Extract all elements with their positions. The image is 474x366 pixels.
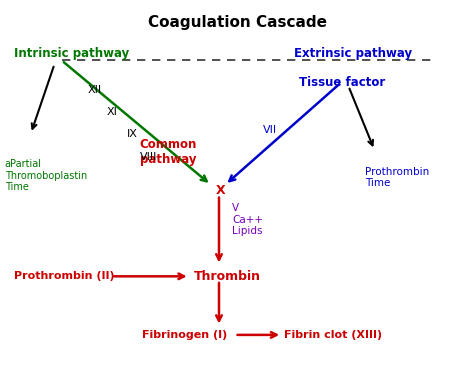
Text: XI: XI (107, 107, 118, 117)
Text: Prothrombin
Time: Prothrombin Time (365, 167, 429, 188)
Text: Common
pathway: Common pathway (139, 138, 197, 166)
Text: Thrombin: Thrombin (194, 270, 261, 283)
Text: VII: VII (263, 125, 277, 135)
Text: V
Ca++
Lipids: V Ca++ Lipids (232, 203, 263, 236)
Text: Fibrin clot (XIII): Fibrin clot (XIII) (284, 330, 383, 340)
Text: Extrinsic pathway: Extrinsic pathway (294, 46, 412, 60)
Text: XII: XII (88, 85, 102, 95)
Text: Coagulation Cascade: Coagulation Cascade (147, 15, 327, 30)
Text: aPartial
Thromoboplastin
Time: aPartial Thromoboplastin Time (5, 159, 87, 192)
Text: Tissue factor: Tissue factor (299, 76, 385, 89)
Text: Fibrinogen (I): Fibrinogen (I) (142, 330, 228, 340)
Text: Intrinsic pathway: Intrinsic pathway (14, 46, 129, 60)
Text: IX: IX (127, 128, 137, 139)
Text: Prothrombin (II): Prothrombin (II) (14, 271, 115, 281)
Text: VIII: VIII (140, 152, 157, 163)
Text: X: X (216, 184, 225, 197)
